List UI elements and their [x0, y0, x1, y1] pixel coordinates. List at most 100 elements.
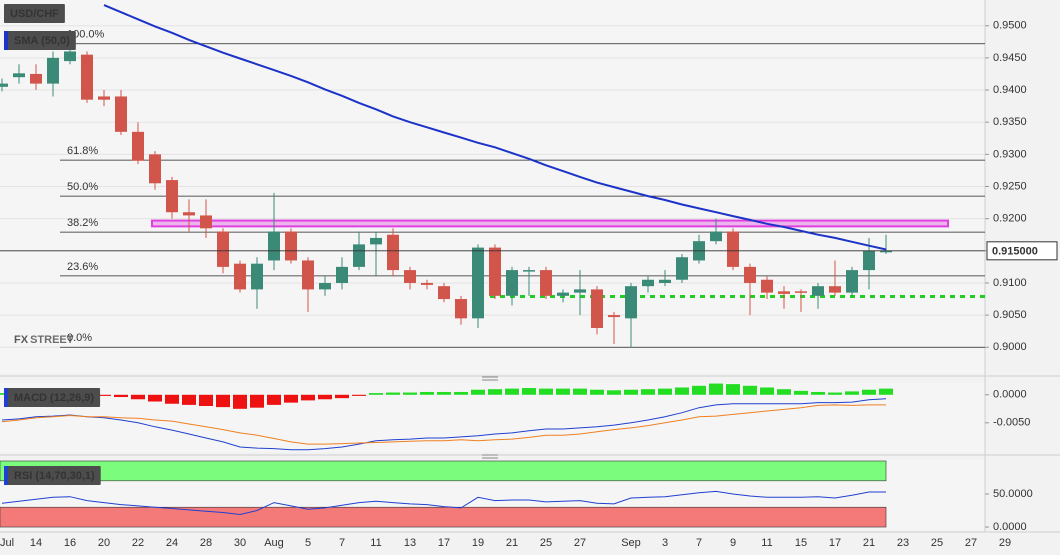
macd-histogram-bar: [760, 387, 774, 395]
y-tick-label: 0.9050: [993, 309, 1027, 321]
fib-label: 0.0%: [67, 332, 92, 344]
x-tick-label: 3: [662, 537, 668, 549]
candle-body: [608, 315, 620, 318]
rsi-line: [1, 490, 886, 516]
resize-handle[interactable]: [482, 454, 498, 459]
x-tick-label: Sep: [621, 537, 641, 549]
macd-histogram-bar: [488, 389, 502, 395]
title-accent: [4, 466, 8, 485]
candle-body: [744, 266, 756, 283]
x-tick-label: 5: [305, 537, 311, 549]
candle-body: [557, 292, 569, 296]
title-box: [4, 31, 76, 50]
title-box: [4, 4, 65, 23]
macd-histogram-bar: [692, 385, 706, 395]
panel-title: MACD (12,26,9): [4, 388, 101, 407]
macd-histogram-bar: [386, 392, 400, 395]
candle-body: [132, 131, 144, 161]
candle-body: [506, 270, 518, 296]
macd-histogram-bar: [250, 394, 264, 408]
last-price-label: 0.915000: [992, 246, 1038, 258]
x-tick-label: 29: [999, 537, 1011, 549]
candle-body: [98, 96, 110, 100]
title-text: USD/CHF: [10, 8, 59, 20]
macd-histogram-bar: [811, 391, 825, 395]
macd-histogram-bar: [437, 391, 451, 395]
candle-body: [251, 263, 263, 290]
y-tick-label: 50.0000: [993, 488, 1033, 500]
fib-label: 61.8%: [67, 145, 98, 157]
macd-histogram-bar: [845, 391, 859, 395]
title-text: SMA (50,0): [14, 35, 70, 47]
x-tick-label: 13: [404, 537, 416, 549]
candle-body: [795, 291, 807, 293]
candle-body: [676, 257, 688, 280]
resize-handle[interactable]: [482, 376, 498, 381]
candle-body: [387, 234, 399, 271]
x-tick-label: 25: [931, 537, 943, 549]
candle-body: [370, 237, 382, 245]
x-tick-label: 14: [30, 537, 42, 549]
candle-body: [829, 286, 841, 293]
candle-body: [166, 180, 178, 213]
title-box: [4, 466, 101, 485]
macd-histogram-bar: [828, 392, 842, 395]
x-tick-label: 20: [98, 537, 110, 549]
x-tick-label: 22: [132, 537, 144, 549]
candle-body: [47, 57, 59, 84]
macd-histogram-bar: [590, 389, 604, 395]
candle-body: [438, 286, 450, 300]
macd-histogram-bar: [403, 392, 417, 395]
macd-histogram-bar: [794, 390, 808, 395]
watermark: STREET: [30, 334, 74, 346]
macd-histogram-bar: [97, 394, 111, 396]
x-tick-label: Aug: [264, 537, 284, 549]
candle-body: [353, 244, 365, 267]
fib-label: 23.6%: [67, 261, 98, 273]
macd-histogram-bar: [573, 388, 587, 395]
x-tick-label: 15: [795, 537, 807, 549]
macd-histogram-bar: [505, 388, 519, 395]
candle-body: [659, 279, 671, 283]
panel-title: SMA (50,0): [4, 31, 76, 50]
candle-body: [81, 54, 93, 100]
candle-body: [761, 279, 773, 293]
title-accent: [4, 31, 8, 50]
title-text: MACD (12,26,9): [14, 392, 94, 404]
candle-body: [30, 73, 42, 84]
macd-line: [1, 398, 887, 451]
macd-histogram-bar: [522, 388, 536, 395]
candle-body: [13, 73, 25, 78]
macd-histogram-bar: [624, 389, 638, 395]
y-tick-label: 0.9100: [993, 277, 1027, 289]
macd-histogram-bar: [539, 388, 553, 395]
macd-histogram-bar: [471, 389, 485, 395]
candle-body: [625, 286, 637, 319]
macd-histogram-bar: [862, 389, 876, 395]
macd-histogram-bar: [879, 388, 893, 395]
macd-histogram-bar: [165, 394, 179, 404]
x-tick-label: 17: [438, 537, 450, 549]
candle-body: [642, 279, 654, 287]
candle-body: [591, 289, 603, 328]
resistance-zone: [151, 219, 949, 228]
candle-body: [183, 212, 195, 216]
x-tick-label: 24: [166, 537, 178, 549]
x-tick-label: 25: [540, 537, 552, 549]
last-price-box: [986, 241, 1058, 261]
macd-histogram-bar: [675, 387, 689, 395]
candle-body: [812, 286, 824, 296]
y-tick-label: 0.0000: [993, 521, 1027, 533]
rsi-band: [0, 506, 887, 528]
candle-body: [540, 270, 552, 296]
rsi-band: [0, 460, 887, 482]
y-tick-label: 0.9300: [993, 148, 1027, 160]
macd-histogram-bar: [199, 394, 213, 406]
candle-body: [778, 291, 790, 294]
macd-histogram-bar: [148, 394, 162, 402]
fib-label: 50.0%: [67, 181, 98, 193]
candle-body: [574, 289, 586, 293]
y-tick-label: -0.0050: [993, 417, 1030, 429]
candle-body: [285, 231, 297, 261]
